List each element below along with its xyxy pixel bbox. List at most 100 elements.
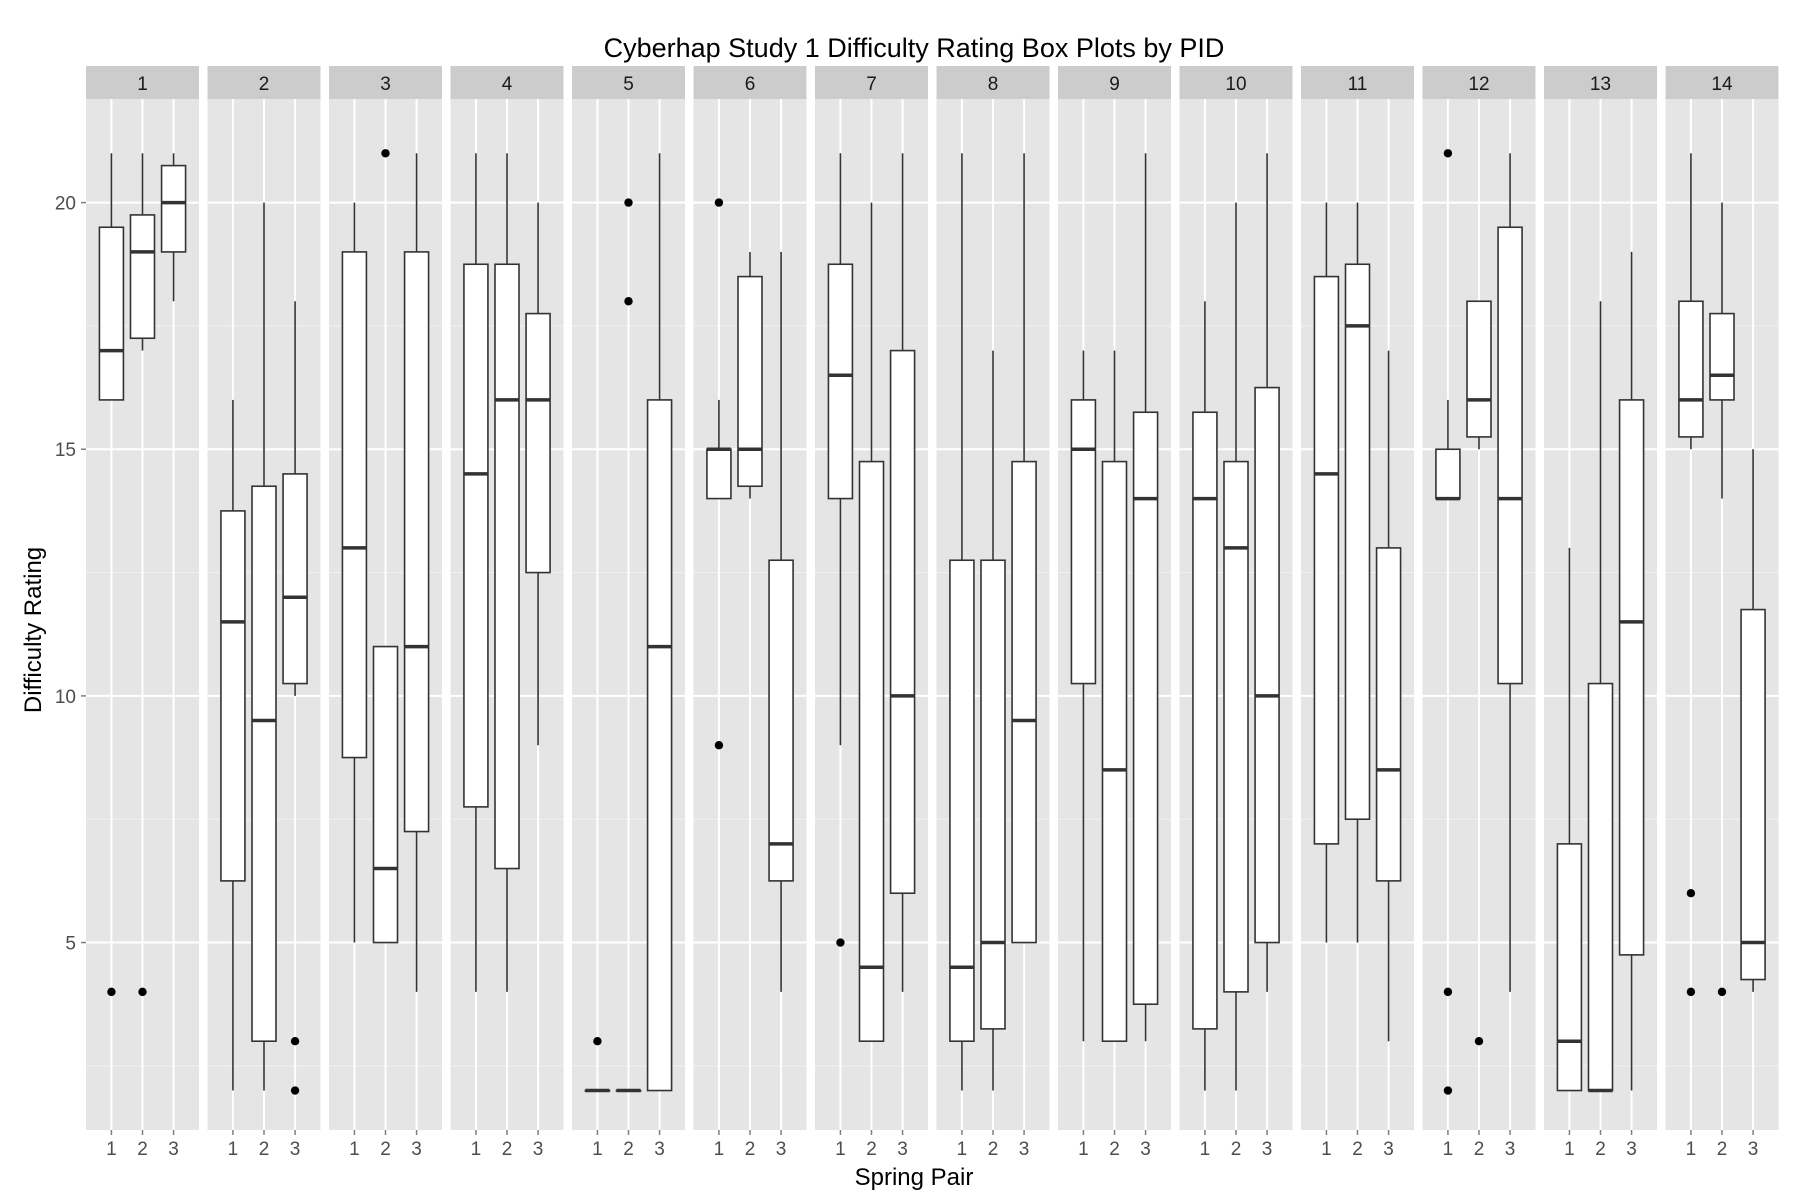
- box-3: [1497, 153, 1523, 992]
- box-3: [646, 153, 673, 1092]
- outlier-point: [836, 938, 845, 947]
- facet-panel: 111 2 3: [1301, 66, 1414, 1160]
- x-tick-label: 3: [1626, 1139, 1637, 1160]
- y-tick-labels: 5 10 15 20: [55, 194, 86, 955]
- x-tick-label: 2: [380, 1139, 391, 1160]
- facet-panel: 4 1 2 3: [450, 66, 564, 1160]
- x-tick-label: 2: [623, 1139, 634, 1160]
- box-body: [1132, 411, 1159, 1006]
- x-tick-label: 1: [835, 1139, 846, 1160]
- box-3: [403, 153, 430, 992]
- x-tick-label: 3: [1262, 1139, 1273, 1160]
- x-tick-label: 1: [1321, 1139, 1332, 1160]
- facet-strip: [450, 66, 564, 99]
- box-3: [1132, 153, 1159, 1042]
- facet-strip: [815, 66, 928, 99]
- box-2: [251, 202, 277, 1091]
- box-body: [525, 312, 551, 574]
- outlier-point: [714, 741, 724, 750]
- y-axis-title: Difficulty Rating: [20, 547, 47, 713]
- box-2: [615, 198, 642, 1093]
- outlier-point: [1443, 987, 1453, 997]
- x-tick-label: 2: [502, 1139, 513, 1160]
- box-1: [341, 202, 368, 943]
- x-tick-label: 3: [1140, 1139, 1151, 1160]
- x-tick-label: 2: [988, 1139, 999, 1160]
- x-tick-label: 2: [866, 1139, 877, 1160]
- x-tick-label: 2: [1595, 1139, 1606, 1160]
- facet-panel: 21 2 3: [207, 66, 321, 1160]
- box-1: [1678, 153, 1704, 997]
- box-body: [341, 251, 368, 759]
- box-3: [1254, 153, 1280, 992]
- box-body: [737, 275, 763, 488]
- x-tick-label: 1: [106, 1139, 117, 1160]
- x-tick-label: 3: [1505, 1139, 1516, 1160]
- box-2: [1709, 202, 1735, 997]
- x-tick-label: 1: [592, 1139, 603, 1160]
- x-tick-label: 1: [714, 1139, 725, 1160]
- box-3: [1740, 449, 1766, 992]
- outlier-point: [381, 149, 390, 158]
- facet-strip-label: 13: [1590, 74, 1611, 95]
- box-body: [1192, 411, 1218, 1030]
- box-2: [1587, 301, 1614, 1093]
- box-3: [525, 202, 551, 746]
- box-1: [220, 399, 246, 1091]
- box-1: [98, 153, 125, 997]
- facet-strip: [1179, 66, 1293, 99]
- y-tick-label: 5: [65, 934, 76, 955]
- box-2: [980, 350, 1006, 1091]
- outlier-point: [1443, 1086, 1453, 1095]
- facet-strip: [572, 66, 685, 99]
- box-body: [1101, 460, 1128, 1043]
- box-body: [1556, 843, 1583, 1092]
- box-body: [646, 399, 673, 1092]
- box-body: [889, 349, 916, 895]
- box-body: [1313, 275, 1340, 845]
- facet-panel: 13 1 2 3: [1544, 66, 1657, 1160]
- box-1: [1192, 301, 1218, 1091]
- box-2: [129, 153, 156, 997]
- outlier-point: [1443, 149, 1453, 158]
- facet-strip: [936, 66, 1050, 99]
- box-2: [372, 149, 399, 944]
- box-body: [372, 645, 399, 944]
- x-tick-label: 1: [1564, 1139, 1575, 1160]
- box-body: [1344, 263, 1371, 821]
- box-body: [1497, 226, 1523, 685]
- facet-strip-label: 3: [380, 74, 391, 95]
- facet-strip-label: 11: [1348, 74, 1368, 95]
- x-tick-label: 2: [1231, 1139, 1242, 1160]
- facet-strip: [86, 66, 199, 99]
- outlier-point: [1686, 889, 1696, 898]
- outlier-point: [714, 198, 724, 207]
- x-tick-label: 3: [168, 1139, 179, 1160]
- box-1: [1435, 149, 1461, 1095]
- facet-panel: 6 1 2 3: [693, 66, 807, 1160]
- x-tick-label: 3: [654, 1139, 665, 1160]
- x-tick-label: 1: [1200, 1139, 1211, 1160]
- x-tick-label: 3: [776, 1139, 787, 1160]
- x-tick-label: 3: [897, 1139, 908, 1160]
- facet-strip: [1058, 66, 1171, 99]
- box-body: [282, 473, 308, 685]
- box-2: [1223, 202, 1249, 1091]
- outlier-point: [290, 1037, 300, 1046]
- box-2: [737, 251, 763, 499]
- y-tick-label: 20: [55, 194, 76, 215]
- x-tick-label: 2: [1717, 1139, 1728, 1160]
- facet-strip: [329, 66, 442, 99]
- x-tick-label: 1: [349, 1139, 360, 1160]
- box-body: [463, 263, 489, 808]
- box-1: [584, 1037, 611, 1093]
- x-tick-label: 3: [1019, 1139, 1030, 1160]
- box-3: [1011, 153, 1037, 944]
- box-2: [494, 153, 520, 992]
- x-tick-label: 2: [745, 1139, 756, 1160]
- x-tick-label: 1: [228, 1139, 239, 1160]
- x-tick-label: 1: [957, 1139, 968, 1160]
- facet-strip-label: 2: [259, 74, 270, 95]
